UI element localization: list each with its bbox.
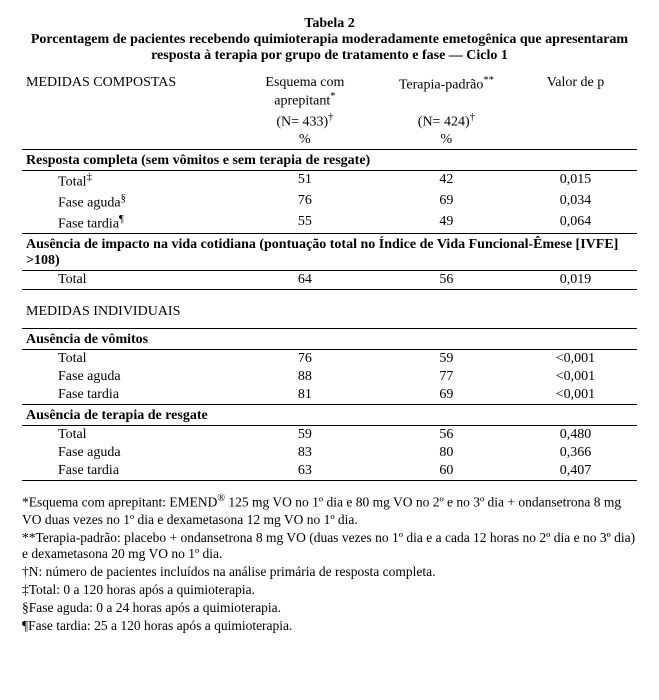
cell-value: 76 [231,350,379,369]
col-header-measures: MEDIDAS COMPOSTAS [22,74,231,111]
col-header-arm1-pct: % [231,131,379,150]
section-ausencia-impacto: Ausência de impacto na vida cotidiana (p… [22,234,637,271]
table-row: Fase aguda§ 76 69 0,034 [22,192,637,213]
row-label: Total [22,271,231,290]
col-header-arm2-n: (N= 424)† [379,111,514,132]
footnotes: *Esquema com aprepitant: EMEND® 125 mg V… [22,493,637,635]
cell-value: 60 [379,462,514,481]
cell-pvalue: <0,001 [514,350,637,369]
table-number: Tabela 2 [22,16,637,32]
table-row: Fase aguda 88 77 <0,001 [22,368,637,386]
cell-value: 59 [231,426,379,445]
footnote: ‡Total: 0 a 120 horas após a quimioterap… [22,582,637,599]
cell-value: 69 [379,386,514,405]
cell-pvalue: 0,407 [514,462,637,481]
cell-pvalue: 0,034 [514,192,637,213]
header-row-2: (N= 433)† (N= 424)† [22,111,637,132]
cell-pvalue: <0,001 [514,368,637,386]
table-row: Total 59 56 0,480 [22,426,637,445]
col-header-arm2: Terapia-padrão** [379,74,514,111]
section-resposta-completa: Resposta completa (sem vômitos e sem ter… [22,150,637,171]
cell-value: 42 [379,171,514,192]
row-label: Fase aguda§ [22,192,231,213]
table-title-block: Tabela 2 Porcentagem de pacientes recebe… [22,16,637,64]
cell-value: 81 [231,386,379,405]
cell-pvalue: 0,064 [514,213,637,234]
cell-value: 76 [231,192,379,213]
table-row: Total 64 56 0,019 [22,271,637,290]
cell-pvalue: 0,015 [514,171,637,192]
table-row: Total 76 59 <0,001 [22,350,637,369]
table-row: Fase tardia 63 60 0,407 [22,462,637,481]
row-label: Fase aguda [22,444,231,462]
table-row: Total‡ 51 42 0,015 [22,171,637,192]
cell-value: 77 [379,368,514,386]
cell-value: 49 [379,213,514,234]
table-row: Fase tardia 81 69 <0,001 [22,386,637,405]
cell-value: 83 [231,444,379,462]
header-row-3: % % [22,131,637,150]
cell-pvalue: 0,366 [514,444,637,462]
row-label: Fase tardia [22,462,231,481]
row-label: Fase tardia [22,386,231,405]
section-ausencia-terapia-resgate: Ausência de terapia de resgate [22,405,637,426]
header-row-1: MEDIDAS COMPOSTAS Esquema com aprepitant… [22,74,637,111]
section-medidas-individuais: MEDIDAS INDIVIDUAIS [22,290,637,329]
row-label: Fase tardia¶ [22,213,231,234]
footnote: *Esquema com aprepitant: EMEND® 125 mg V… [22,493,637,528]
cell-value: 64 [231,271,379,290]
data-table: MEDIDAS COMPOSTAS Esquema com aprepitant… [22,74,637,481]
col-header-arm2-pct: % [379,131,514,150]
cell-value: 55 [231,213,379,234]
footnote: ¶Fase tardia: 25 a 120 horas após a quim… [22,618,637,635]
row-label: Total‡ [22,171,231,192]
col-header-arm1-n: (N= 433)† [231,111,379,132]
row-label: Total [22,350,231,369]
row-label: Total [22,426,231,445]
cell-value: 59 [379,350,514,369]
cell-value: 80 [379,444,514,462]
section-ausencia-vomitos: Ausência de vômitos [22,329,637,350]
table-caption: Porcentagem de pacientes recebendo quimi… [22,32,637,64]
table-row: Fase aguda 83 80 0,366 [22,444,637,462]
cell-value: 56 [379,426,514,445]
footnote: §Fase aguda: 0 a 24 horas após a quimiot… [22,600,637,617]
cell-pvalue: 0,480 [514,426,637,445]
footnote: **Terapia-padrão: placebo + ondansetrona… [22,530,637,564]
footnote: †N: número de pacientes incluídos na aná… [22,564,637,581]
row-label: Fase aguda [22,368,231,386]
cell-value: 69 [379,192,514,213]
col-header-pvalue: Valor de p [514,74,637,111]
cell-value: 63 [231,462,379,481]
cell-value: 56 [379,271,514,290]
col-header-arm1: Esquema com aprepitant* [231,74,379,111]
cell-value: 51 [231,171,379,192]
cell-pvalue: 0,019 [514,271,637,290]
cell-pvalue: <0,001 [514,386,637,405]
cell-value: 88 [231,368,379,386]
table-row: Fase tardia¶ 55 49 0,064 [22,213,637,234]
